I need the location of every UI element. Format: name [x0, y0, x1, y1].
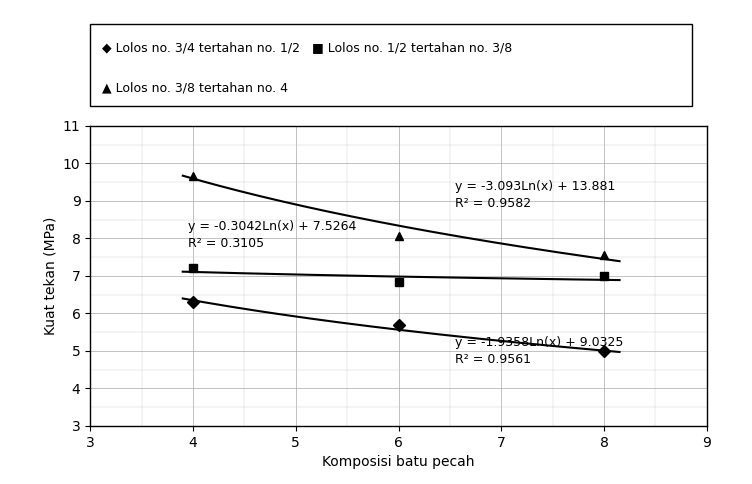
Text: y = -1.9358Ln(x) + 9.0325: y = -1.9358Ln(x) + 9.0325 [455, 336, 623, 349]
Text: ◆ Lolos no. 3/4 tertahan no. 1/2   ■ Lolos no. 1/2 tertahan no. 3/8: ◆ Lolos no. 3/4 tertahan no. 1/2 ■ Lolos… [102, 41, 513, 54]
Text: ▲ Lolos no. 3/8 tertahan no. 4: ▲ Lolos no. 3/8 tertahan no. 4 [102, 82, 288, 95]
Text: R² = 0.9561: R² = 0.9561 [455, 353, 531, 366]
Text: R² = 0.3105: R² = 0.3105 [188, 237, 264, 250]
Text: R² = 0.9582: R² = 0.9582 [455, 197, 531, 210]
Text: y = -0.3042Ln(x) + 7.5264: y = -0.3042Ln(x) + 7.5264 [188, 220, 356, 233]
FancyBboxPatch shape [90, 24, 692, 106]
Y-axis label: Kuat tekan (MPa): Kuat tekan (MPa) [43, 217, 57, 335]
X-axis label: Komposisi batu pecah: Komposisi batu pecah [323, 455, 475, 469]
Text: y = -3.093Ln(x) + 13.881: y = -3.093Ln(x) + 13.881 [455, 181, 615, 193]
